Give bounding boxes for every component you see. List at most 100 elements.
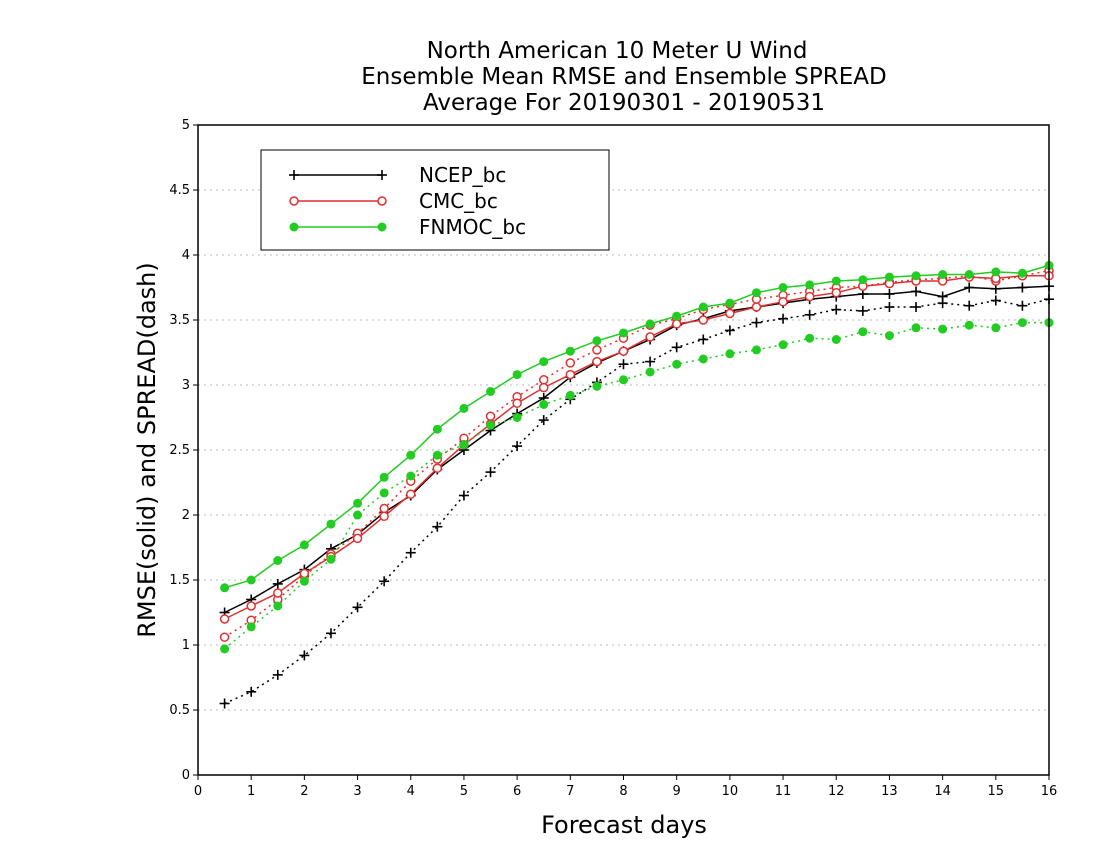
data-point — [246, 575, 256, 585]
legend-item: CMC_bc — [289, 189, 498, 213]
series-line — [224, 269, 1050, 638]
y-tick-label: 1 — [182, 638, 190, 653]
y-tick-label: 1.5 — [169, 573, 190, 588]
data-point — [698, 315, 709, 325]
data-point — [1017, 282, 1028, 293]
x-tick-label: 1 — [247, 784, 255, 799]
x-tick-label: 11 — [775, 784, 792, 799]
data-point — [379, 503, 389, 514]
series-line — [224, 298, 1050, 705]
data-point — [432, 424, 442, 434]
data-point — [246, 686, 257, 697]
data-point — [911, 302, 922, 312]
legend-marker — [289, 222, 299, 232]
data-point — [352, 602, 363, 613]
data-point — [299, 568, 310, 579]
data-point — [751, 345, 761, 355]
data-point — [858, 327, 868, 337]
legend-box — [260, 149, 610, 251]
series-layer — [219, 260, 1054, 709]
data-point — [379, 488, 389, 498]
data-point — [804, 291, 815, 302]
y-axis-label: RMSE(solid) and SPREAD(dash) — [133, 262, 161, 638]
data-point — [220, 583, 230, 593]
data-point — [538, 375, 549, 385]
data-point — [512, 441, 523, 452]
data-point — [672, 311, 682, 321]
data-point — [353, 498, 363, 508]
data-point — [299, 650, 310, 661]
data-point — [299, 540, 309, 550]
title-line-3: Average For 20190301 - 20190531 — [423, 90, 825, 116]
x-tick-label: 9 — [673, 784, 681, 799]
data-point — [725, 349, 735, 359]
data-point — [698, 334, 709, 345]
y-tick-label: 0 — [182, 768, 190, 783]
series-line — [224, 275, 1049, 620]
data-point — [485, 411, 496, 421]
data-point — [938, 324, 948, 334]
data-point — [592, 345, 602, 355]
x-tick-label: 2 — [300, 784, 308, 799]
data-point — [219, 632, 230, 642]
data-point — [326, 519, 336, 529]
y-tick-label: 4.5 — [169, 183, 190, 198]
data-point — [565, 369, 576, 380]
data-point — [485, 467, 496, 478]
y-tick-label: 2.5 — [169, 443, 190, 458]
data-point — [857, 305, 868, 316]
x-tick-label: 4 — [407, 784, 415, 799]
series-FNMOC_bc-spread — [220, 318, 1054, 654]
data-point — [725, 298, 735, 308]
data-point — [778, 313, 789, 324]
x-tick-label: 5 — [460, 784, 468, 799]
x-tick-label: 3 — [353, 784, 361, 799]
data-point — [645, 319, 655, 329]
x-tick-label: 12 — [828, 784, 845, 799]
data-point — [458, 490, 469, 501]
data-point — [725, 308, 735, 319]
data-point — [406, 471, 416, 481]
title-line-2: Ensemble Mean RMSE and Ensemble SPREAD — [361, 64, 886, 90]
data-point — [459, 440, 469, 450]
data-point — [219, 698, 230, 709]
x-tick-label: 7 — [566, 784, 574, 799]
data-point — [592, 381, 602, 391]
data-point — [805, 280, 815, 290]
data-point — [831, 276, 841, 286]
y-tick-label: 2 — [182, 508, 190, 523]
data-point — [645, 332, 655, 342]
data-point — [964, 282, 975, 293]
data-point — [618, 346, 629, 356]
data-point — [353, 510, 363, 520]
series-CMC_bc-spread — [219, 265, 1054, 642]
data-point — [405, 547, 416, 558]
data-point — [1017, 300, 1028, 311]
legend-item: NCEP_bc — [289, 163, 506, 187]
legend-marker — [377, 196, 387, 206]
data-point — [379, 576, 390, 587]
data-point — [671, 319, 682, 329]
data-point — [512, 398, 522, 408]
x-tick-label: 15 — [988, 784, 1005, 799]
data-point — [991, 267, 1001, 277]
x-axis-label: Forecast days — [541, 811, 707, 839]
legend-marker — [289, 196, 299, 206]
data-point — [724, 325, 735, 336]
data-point — [486, 387, 496, 396]
legend-marker — [289, 170, 299, 180]
x-tick-label: 0 — [194, 784, 202, 799]
data-point — [1017, 268, 1027, 278]
data-point — [539, 357, 549, 367]
y-axis-ticks: 0 0.5 1 1.5 2 2.5 3 3.5 4 4.5 5 — [169, 118, 198, 783]
data-point — [778, 297, 788, 307]
data-point — [698, 302, 708, 312]
x-axis-ticks: 0 1 2 3 4 5 6 7 8 9 10 11 12 13 14 15 16 — [194, 775, 1057, 799]
data-point — [911, 323, 921, 333]
data-point — [831, 304, 842, 315]
y-tick-label: 0.5 — [169, 703, 190, 718]
data-point — [911, 271, 921, 281]
data-point — [352, 533, 363, 544]
